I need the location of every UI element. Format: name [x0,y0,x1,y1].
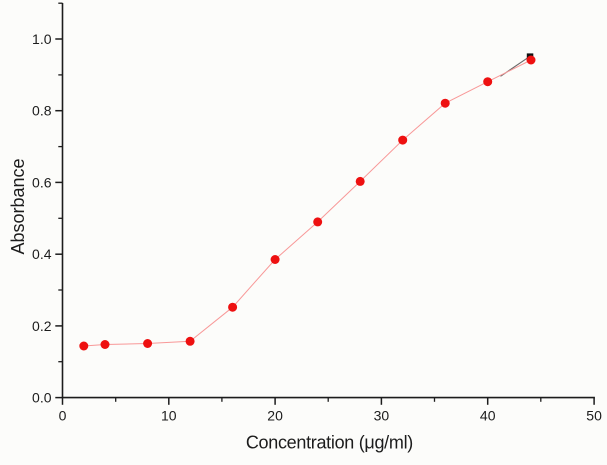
svg-text:Concentration (μg/ml): Concentration (μg/ml) [246,432,413,452]
svg-text:1.0: 1.0 [32,31,52,47]
svg-text:40: 40 [480,407,496,423]
svg-text:0.4: 0.4 [32,246,52,262]
svg-text:50: 50 [586,407,602,423]
svg-text:0.6: 0.6 [32,174,52,190]
svg-text:0.8: 0.8 [32,103,52,119]
svg-text:Absorbance: Absorbance [8,158,28,254]
svg-text:0.2: 0.2 [32,318,52,334]
svg-text:0: 0 [59,407,67,423]
svg-text:0.0: 0.0 [32,390,52,406]
svg-text:20: 20 [267,407,283,423]
svg-text:30: 30 [374,407,390,423]
svg-text:10: 10 [161,407,177,423]
